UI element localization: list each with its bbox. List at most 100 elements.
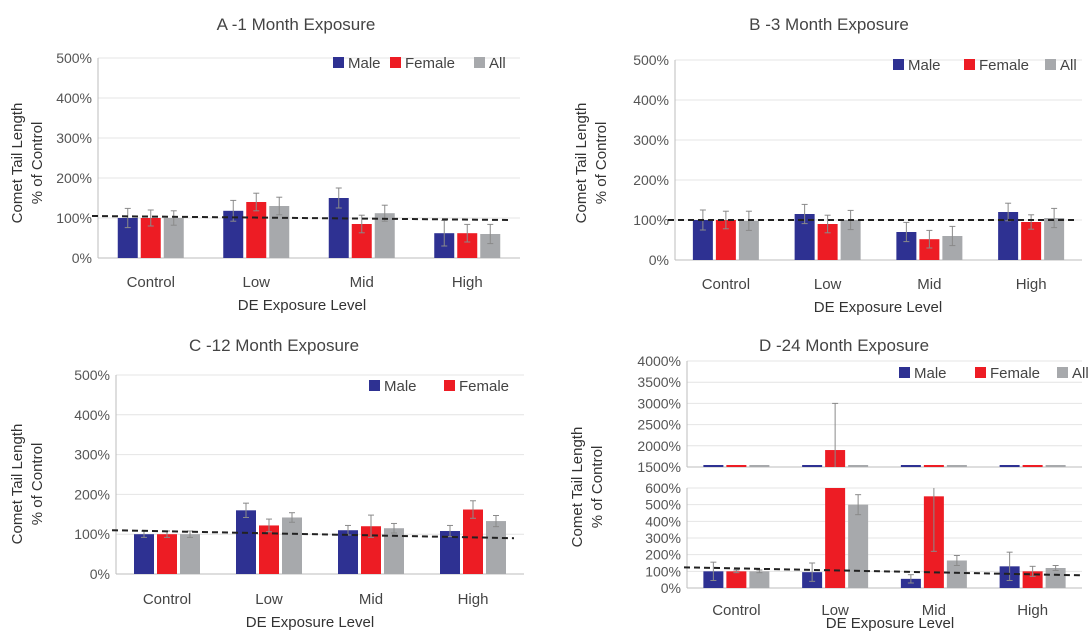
panel-b-ytick-label: 300% [633, 132, 669, 148]
panel-a-ytick-label: 500% [56, 50, 92, 66]
panel-d-reference-line [683, 566, 1083, 577]
panel-c-ytick-label: 500% [74, 367, 110, 383]
panel-d-bar-upper-female [923, 465, 944, 467]
panel-a-bar-male [223, 210, 244, 258]
panel-d-bar-upper-all [749, 465, 770, 467]
panel-a-legend-swatch-female [390, 57, 401, 68]
panel-c-bar-male [236, 510, 256, 574]
panel-b-bar-all [942, 236, 963, 260]
panel-b-bar-female [817, 224, 838, 260]
panel-c-bar-all [180, 534, 200, 574]
panel-a-bar-female [457, 233, 478, 258]
panel-d-legend-swatch-male [899, 367, 910, 378]
panel-b-bar-female [1021, 222, 1042, 260]
panel-a-ytick-label: 100% [56, 210, 92, 226]
panel-c-ylabel-line1: Comet Tail Length [9, 424, 26, 545]
panel-d-ytick-label: 300% [645, 530, 681, 546]
panel-c-bar-male [338, 530, 358, 574]
panel-b-legend-swatch-male [893, 59, 904, 70]
panel-b-ylabel-line2: % of Control [593, 122, 610, 205]
panel-b-bar-all [840, 220, 861, 260]
panel-d-legend-label-male: Male [914, 365, 947, 382]
panel-d-ytick-label: 3000% [637, 395, 681, 411]
panel-c-bar-all [384, 528, 404, 574]
panel-a-bar-female [351, 224, 372, 258]
panel-d-ytick-label: 200% [645, 547, 681, 563]
panel-a-legend-label-all: All [489, 55, 506, 72]
panel-b-legend-label-all: All [1060, 57, 1077, 74]
panel-c-bar-all [486, 521, 506, 574]
panel-b-category-label: High [1016, 276, 1047, 293]
panel-d-bar-all [1045, 568, 1066, 588]
panel-d-ytick-label: 0% [661, 580, 681, 596]
panel-c-reference-line [111, 529, 515, 540]
panel-b-category-label: Control [702, 276, 750, 293]
panel-d-bar-upper-female [1022, 465, 1043, 467]
panel-d-category-label: High [1017, 602, 1048, 619]
panel-b-ytick-label: 0% [649, 252, 669, 268]
panel-a-ylabel-line1: Comet Tail Length [9, 103, 26, 224]
panel-a-category-label: Mid [350, 274, 374, 291]
panel-d-bar-upper-male [802, 465, 823, 467]
panel-b-legend-swatch-all [1045, 59, 1056, 70]
panel-b-bar-all [738, 220, 759, 260]
panel-d-ytick-label: 100% [645, 563, 681, 579]
panel-b-ytick-label: 100% [633, 212, 669, 228]
panel-c-bar-female [463, 509, 483, 574]
panel-c-bar-female [361, 526, 381, 574]
panel-d-ytick-label: 400% [645, 513, 681, 529]
panel-d-category-label: Control [712, 602, 760, 619]
panel-d-bar-all [946, 560, 967, 588]
panel-b-legend-label-male: Male [908, 57, 941, 74]
panel-b-category-label: Low [814, 276, 842, 293]
panel-b-ylabel-line1: Comet Tail Length [573, 103, 590, 224]
panel-c-bar-male [440, 531, 460, 574]
panel-d-ytick-label: 1500% [637, 459, 681, 475]
panel-d-bar-female [825, 488, 846, 588]
panel-b-bar-female [919, 239, 940, 260]
panel-d-ylabel-line1: Comet Tail Length [569, 427, 586, 548]
panel-d-ytick-label: 3500% [637, 374, 681, 390]
panel-c-category-label: Low [255, 591, 283, 608]
panel-b-legend-label-female: Female [979, 57, 1029, 74]
panel-a-legend-swatch-male [333, 57, 344, 68]
panel-b-bar-female [715, 220, 736, 260]
panel-a-bar-all [480, 234, 501, 258]
panel-d-bar-female [1022, 571, 1043, 588]
panel-d-bar-upper-male [999, 465, 1020, 467]
panel-b-bar-male [998, 212, 1019, 260]
panel-d-legend-swatch-all [1057, 367, 1068, 378]
panel-c-ylabel-line2: % of Control [29, 443, 46, 526]
panel-a-bar-all [163, 218, 184, 258]
panel-a-ytick-label: 400% [56, 90, 92, 106]
panel-d-xlabel: DE Exposure Level [826, 615, 954, 631]
panel-b-legend-swatch-female [964, 59, 975, 70]
panel-a-legend-label-male: Male [348, 55, 381, 72]
panel-d-legend-swatch-female [975, 367, 986, 378]
panel-d-category-label: Mid [922, 602, 946, 619]
panel-d-bar-female [726, 571, 747, 588]
panel-a-ytick-label: 0% [72, 250, 92, 266]
panel-a-category-label: High [452, 274, 483, 291]
panel-a-xlabel: DE Exposure Level [238, 297, 366, 314]
panel-d-bar-upper-male [900, 465, 921, 467]
panel-d-bar-upper-all [946, 465, 967, 467]
panel-d-legend-label-female: Female [990, 365, 1040, 382]
panel-d-ytick-label: 600% [645, 480, 681, 496]
panel-c-bar-female [259, 525, 279, 574]
panel-c-bar-female [157, 534, 177, 574]
panel-a-legend-swatch-all [474, 57, 485, 68]
panel-c-bar-all [282, 517, 302, 574]
panel-a-bar-female [246, 202, 267, 258]
panel-b-category-label: Mid [917, 276, 941, 293]
panel-b-bar-male [692, 220, 713, 260]
panel-c-ytick-label: 300% [74, 447, 110, 463]
panel-c-ytick-label: 0% [90, 566, 110, 582]
panel-d-category-label: Low [821, 602, 849, 619]
panel-c-title: C -12 Month Exposure [189, 336, 359, 355]
panel-c-xlabel: DE Exposure Level [246, 614, 374, 631]
panel-d-ytick-label: 2000% [637, 438, 681, 454]
panel-b-xlabel: DE Exposure Level [814, 299, 942, 316]
panel-b-ytick-label: 400% [633, 92, 669, 108]
